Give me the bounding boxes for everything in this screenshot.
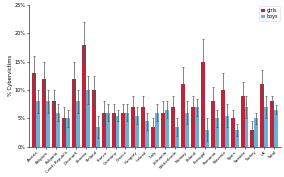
Bar [82,45,86,147]
Bar [185,113,189,147]
Bar [260,84,264,147]
Bar [52,101,56,147]
Bar [225,116,229,147]
Bar [250,130,254,147]
Bar [116,116,120,147]
Bar [231,118,235,147]
Bar [181,84,185,147]
Bar [72,79,76,147]
Bar [86,90,90,147]
Bar [122,113,126,147]
Bar [56,113,60,147]
Bar [32,73,36,147]
Legend: girls, boys: girls, boys [259,6,280,21]
Bar [112,113,116,147]
Bar [215,118,219,147]
Bar [66,118,70,147]
Bar [221,90,225,147]
Bar [135,116,139,147]
Bar [76,101,80,147]
Bar [131,107,135,147]
Bar [42,79,46,147]
Bar [211,101,215,147]
Bar [96,127,100,147]
Bar [145,121,149,147]
Bar [195,107,199,147]
Bar [62,118,66,147]
Y-axis label: % Cybervictims: % Cybervictims [9,55,13,96]
Bar [46,101,50,147]
Bar [126,113,130,147]
Bar [141,107,145,147]
Bar [36,101,40,147]
Bar [165,110,169,147]
Bar [254,118,258,147]
Bar [205,130,209,147]
Bar [264,107,268,147]
Bar [235,130,239,147]
Bar [106,113,110,147]
Bar [270,101,274,147]
Bar [171,107,175,147]
Bar [201,62,205,147]
Bar [92,90,96,147]
Bar [151,127,155,147]
Bar [241,96,245,147]
Bar [102,113,106,147]
Bar [161,113,165,147]
Bar [245,107,248,147]
Bar [274,110,278,147]
Bar [175,127,179,147]
Bar [155,113,159,147]
Bar [191,107,195,147]
